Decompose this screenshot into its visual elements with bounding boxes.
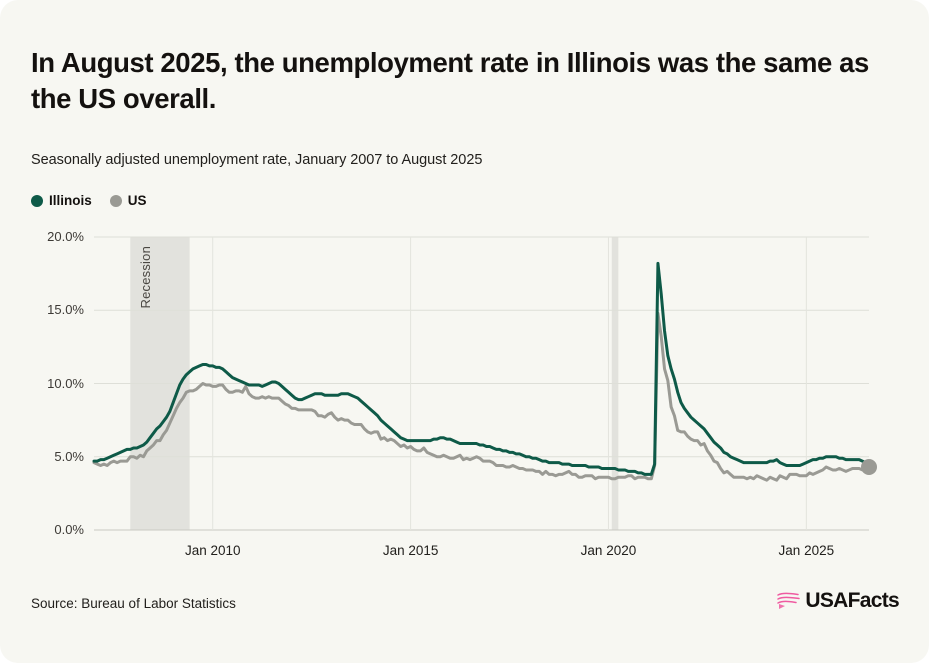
source-note: Source: Bureau of Labor Statistics xyxy=(31,596,236,611)
y-axis-tick-label: 10.0% xyxy=(47,375,84,391)
series-end-marker xyxy=(861,459,877,476)
usafacts-flag-icon xyxy=(776,591,802,611)
chart-legend: Illinois US xyxy=(31,193,147,208)
recession-band-label: Recession xyxy=(138,246,154,309)
legend-label-illinois: Illinois xyxy=(49,193,92,208)
legend-item-illinois[interactable]: Illinois xyxy=(31,193,92,208)
chart-subtitle: Seasonally adjusted unemployment rate, J… xyxy=(31,152,483,168)
legend-label-us: US xyxy=(127,193,147,208)
x-axis-tick-label: Jan 2010 xyxy=(184,543,241,558)
legend-swatch-us xyxy=(109,194,122,207)
legend-item-us[interactable]: US xyxy=(109,193,147,208)
x-axis-tick-label: Jan 2025 xyxy=(778,543,835,558)
usafacts-logo-text: USAFacts xyxy=(805,589,899,612)
x-axis-tick-label: Jan 2020 xyxy=(580,543,637,558)
flag-icon-svg xyxy=(777,592,801,609)
page-title: In August 2025, the unemployment rate in… xyxy=(31,47,869,115)
legend-swatch-illinois xyxy=(31,194,43,207)
y-axis-tick-label: 15.0% xyxy=(47,302,84,318)
series-line-us xyxy=(92,311,871,482)
usafacts-logo[interactable]: USAFacts xyxy=(776,589,900,613)
y-axis-tick-label: 0.0% xyxy=(54,522,84,537)
y-axis-tick-label: 5.0% xyxy=(54,448,84,464)
series-line-illinois xyxy=(92,261,871,476)
x-axis-tick-label: Jan 2015 xyxy=(382,543,439,558)
y-axis-tick-label: 20.0% xyxy=(47,229,84,244)
